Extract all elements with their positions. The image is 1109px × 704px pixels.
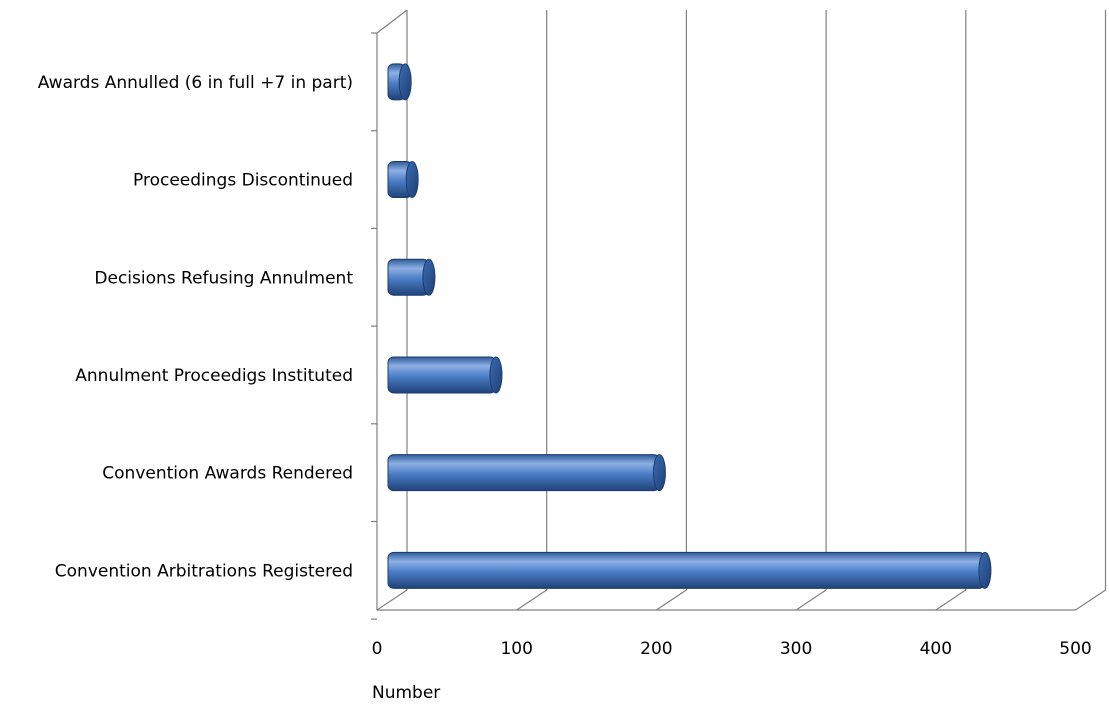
floor-line-100 — [516, 589, 548, 611]
x-tick-label: 300 — [780, 639, 812, 659]
category-label: Convention Awards Rendered — [102, 464, 353, 484]
labels: 0 100 200 300 400 500 Convention Arbitrations … — [38, 73, 1092, 659]
bar — [387, 356, 503, 394]
bar — [387, 63, 412, 101]
axes — [371, 9, 1076, 620]
gridlines — [376, 10, 1107, 611]
category-label: Awards Annulled (6 in full +7 in part) — [38, 73, 353, 93]
category-label: Annulment Proceedigs Instituted — [75, 366, 353, 386]
floor-line-500 — [1075, 589, 1106, 611]
bar-body — [387, 356, 497, 394]
bar-cap — [978, 551, 992, 589]
floor-line-300 — [795, 589, 827, 611]
category-label: Convention Arbitrations Registered — [55, 561, 353, 581]
floor-line-200 — [656, 589, 687, 611]
x-tick-label: 200 — [640, 639, 672, 659]
y-axis-top-edge — [376, 9, 408, 34]
bar — [387, 161, 419, 199]
bar-cap — [489, 356, 503, 394]
bar — [387, 258, 436, 296]
bars — [387, 63, 992, 589]
x-tick-label: 500 — [1059, 639, 1091, 659]
bar-cap — [652, 454, 666, 492]
category-label: Decisions Refusing Annulment — [94, 268, 353, 288]
x-tick-label: 0 — [372, 639, 383, 659]
floor-line-400 — [935, 589, 967, 611]
bar-cap — [422, 258, 436, 296]
bar-body — [387, 454, 660, 492]
x-tick-label: 400 — [920, 639, 952, 659]
bar — [387, 454, 666, 492]
bar-body — [387, 551, 986, 589]
x-tick-label: 100 — [500, 639, 532, 659]
bar-cap — [398, 63, 412, 101]
x-axis-title: Number — [372, 683, 440, 703]
bar — [387, 551, 992, 589]
bar-cap — [405, 161, 419, 199]
floor-line-0 — [376, 589, 408, 611]
category-label: Proceedings Discontinued — [133, 171, 353, 191]
